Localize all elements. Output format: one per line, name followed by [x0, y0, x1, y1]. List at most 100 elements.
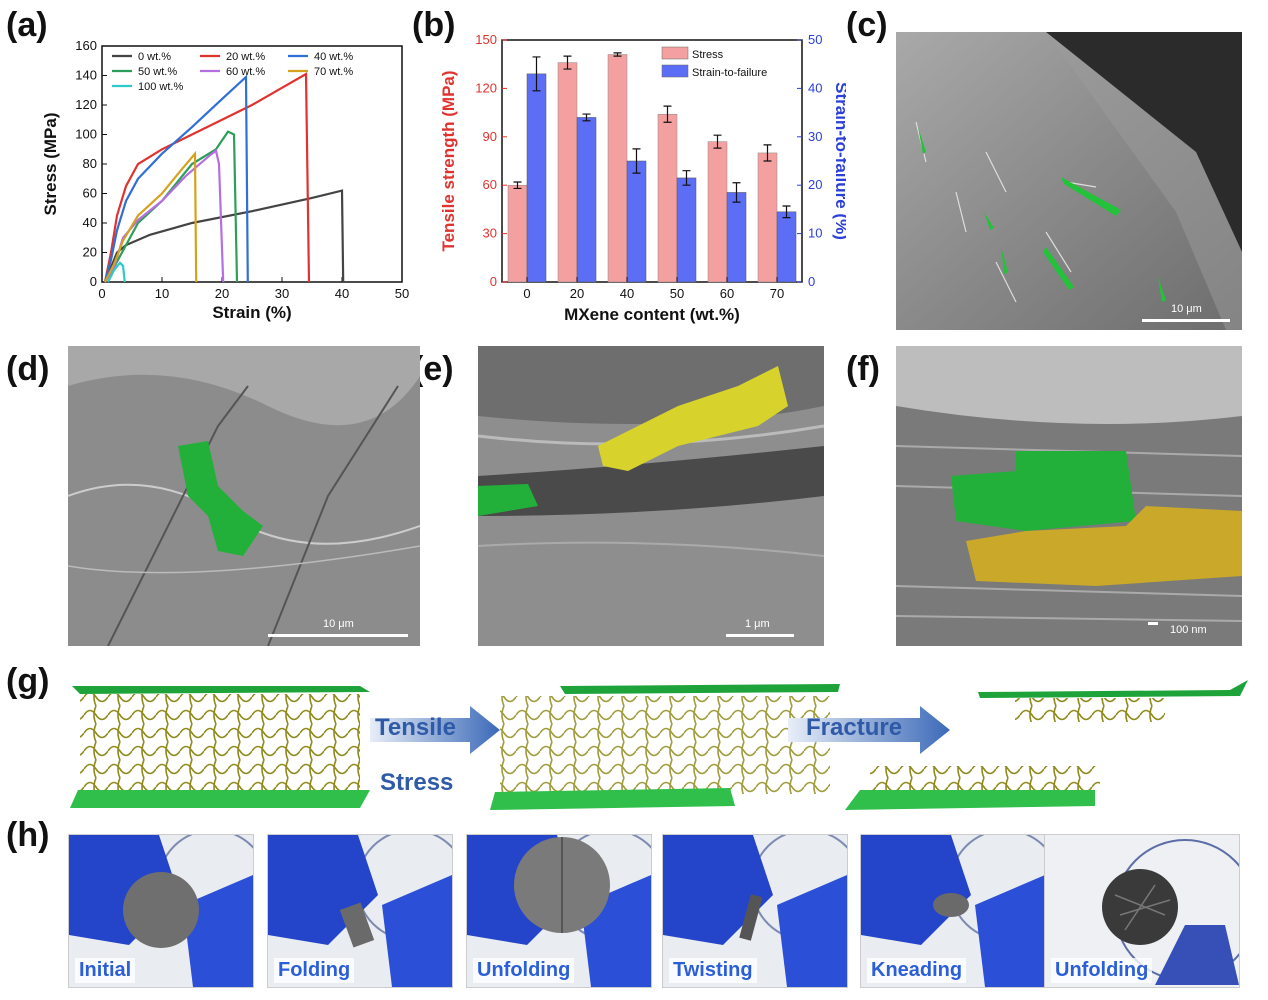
y-tick-label: 140: [75, 68, 97, 83]
scale-label: 10 μm: [323, 618, 354, 630]
x-tick-label: 0: [98, 286, 105, 301]
error-bar: [713, 134, 722, 149]
y-tick-label: 30: [483, 226, 497, 241]
photo-caption: Initial: [75, 958, 136, 983]
series-line-100wtwt: [107, 261, 126, 283]
legend-label: 60 wt.%: [226, 66, 265, 78]
chart-b-x-axis-label: MXene content (wt.%): [564, 305, 740, 324]
chart-b-right-axis-label: Strain-to-failure (%): [832, 82, 846, 240]
panel-label-g: (g): [6, 662, 50, 700]
bar-stress: [707, 141, 728, 283]
y-tick-label: 0: [90, 274, 97, 289]
legend-label: 70 wt.%: [314, 66, 353, 78]
bar-strain: [526, 73, 547, 283]
bar-strain: [626, 160, 647, 283]
x-tick-label: 70: [770, 286, 784, 301]
panel-label-c: (c): [846, 6, 888, 44]
scale-label: 10 μm: [1171, 303, 1202, 315]
legend-swatch: [661, 46, 689, 60]
y-tick-label: 80: [83, 156, 97, 171]
x-tick-label: 50: [395, 286, 409, 301]
photo-unfolding: Unfolding: [1044, 834, 1240, 988]
photo-twisting: Twisting: [662, 834, 848, 988]
y-tick-label: 150: [475, 34, 497, 47]
top-sheet: [72, 686, 370, 694]
series-line-40wtwt: [103, 74, 249, 283]
bottom-sheet: [70, 790, 370, 808]
polymer-network: [870, 766, 1100, 790]
arrow-right-icon: [788, 706, 950, 754]
photo-unfolding: Unfolding: [466, 834, 652, 988]
x-tick-label: 60: [720, 286, 734, 301]
x-tick-label: 20: [215, 286, 229, 301]
y2-tick-label: 20: [808, 177, 822, 192]
panel-label-h: (h): [6, 816, 50, 854]
series-line-70wtwt: [104, 150, 198, 283]
bottom-sheet: [845, 790, 1095, 810]
scale-label: 1 μm: [745, 618, 770, 630]
error-bar: [582, 113, 591, 122]
error-bar: [513, 181, 522, 190]
scale-bar: [726, 634, 794, 637]
chart-b-left-axis-label: Tensile strength (MPa): [439, 70, 458, 251]
bar-strain: [776, 211, 797, 283]
scale-bar: [268, 634, 408, 637]
y2-tick-label: 50: [808, 34, 822, 47]
bar-stress: [657, 113, 678, 283]
stress-strain-chart: Stress (MPa) Strain (%) 0 10 20 30 40 50 0 20 40…: [41, 38, 409, 322]
panel-label-b: (b): [412, 6, 456, 44]
error-bar: [763, 144, 772, 162]
photo-initial: Initial: [68, 834, 254, 988]
series-line-20wtwt: [103, 72, 311, 283]
series-line-60wtwt: [104, 148, 225, 283]
legend-label: 40 wt.%: [314, 51, 353, 63]
sem-image-c: 10 μm: [896, 32, 1242, 330]
bar-strain: [726, 192, 747, 283]
error-bar: [663, 105, 672, 123]
y-tick-label: 0: [490, 274, 497, 289]
chart-a-y-axis-label: Stress (MPa): [41, 113, 60, 216]
error-bar: [563, 55, 572, 70]
polymer-network: [500, 696, 830, 794]
fracture-schematic: [70, 680, 1248, 810]
scale-bar: [1148, 622, 1158, 625]
y2-tick-label: 0: [808, 274, 815, 289]
legend-label: Strain-to-failure: [692, 67, 767, 79]
bar-stress: [607, 54, 628, 283]
y-tick-label: 120: [475, 80, 497, 95]
y-tick-label: 90: [483, 129, 497, 144]
error-bar: [632, 148, 641, 174]
error-bar: [732, 182, 741, 203]
tensile-strain-bar-chart: Tensile strength (MPa) Strain-to-failure…: [439, 34, 846, 324]
series-line-50wtwt: [104, 130, 239, 283]
y-tick-label: 160: [75, 38, 97, 53]
stress-label: Stress: [380, 769, 454, 796]
error-bar: [682, 170, 691, 186]
y2-tick-label: 30: [808, 129, 822, 144]
photo-caption: Unfolding: [473, 958, 575, 983]
bar-strain: [676, 177, 697, 283]
y-tick-label: 100: [75, 127, 97, 142]
y2-tick-label: 10: [808, 226, 822, 241]
x-tick-label: 40: [335, 286, 349, 301]
plot-frame: [501, 39, 803, 283]
bar-stress: [507, 184, 528, 283]
legend-swatch: [661, 64, 689, 78]
top-sheet: [560, 684, 840, 694]
polymer-network: [1015, 698, 1165, 722]
x-tick-label: 30: [275, 286, 289, 301]
error-bar: [613, 52, 622, 57]
polymer-network: [80, 694, 360, 790]
error-bar: [532, 56, 541, 92]
legend-label: 20 wt.%: [226, 51, 265, 63]
y-tick-label: 40: [83, 215, 97, 230]
tensile-label: Tensile: [375, 714, 456, 741]
x-tick-label: 50: [670, 286, 684, 301]
bar-stress: [557, 62, 578, 283]
panel-label-a: (a): [6, 6, 48, 44]
legend-label: 0 wt.%: [138, 51, 171, 63]
sem-image-d: 10 μm: [68, 346, 420, 646]
arrow-right-icon: [370, 706, 500, 754]
x-tick-label: 0: [523, 286, 530, 301]
photo-caption: Unfolding: [1051, 958, 1153, 983]
